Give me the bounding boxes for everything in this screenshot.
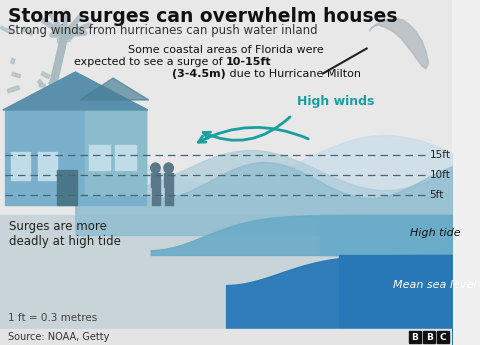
Bar (39, 84, 45, 87)
Bar (115, 145, 136, 170)
Bar (0, 0, 452, 235)
Bar (169, 187, 173, 205)
Bar (59, 88, 64, 91)
Polygon shape (369, 18, 429, 69)
Bar (164, 173, 173, 187)
Text: Surges are more
deadly at high tide: Surges are more deadly at high tide (10, 220, 121, 248)
Text: 10ft: 10ft (430, 170, 450, 180)
Bar (437, 331, 449, 343)
Bar (0, 26, 12, 34)
Text: (3-4.5m): (3-4.5m) (172, 69, 226, 79)
Bar (165, 187, 168, 205)
Text: 1 ft = 0.3 metres: 1 ft = 0.3 metres (8, 313, 97, 323)
Bar (151, 173, 160, 187)
Bar (37, 79, 43, 86)
Text: High tide: High tide (410, 228, 460, 238)
Text: Strong winds from hurricanes can push water inland: Strong winds from hurricanes can push wa… (8, 24, 317, 37)
Circle shape (151, 163, 160, 173)
Bar (52, 72, 57, 76)
Text: 15ft: 15ft (430, 150, 451, 160)
Bar (57, 37, 70, 43)
Bar (12, 152, 30, 180)
Polygon shape (3, 72, 148, 110)
Bar (156, 187, 160, 205)
Bar (423, 331, 435, 343)
Bar (5, 110, 146, 205)
Text: B: B (411, 333, 419, 342)
Bar (0, 215, 452, 345)
Bar (85, 110, 146, 195)
Bar (48, 80, 58, 88)
Text: C: C (440, 333, 446, 342)
Bar (38, 152, 57, 180)
Bar (11, 58, 15, 64)
Bar (23, 27, 33, 36)
Bar (0, 329, 452, 345)
Text: High winds: High winds (297, 95, 374, 108)
Text: due to Hurricane Milton: due to Hurricane Milton (226, 69, 361, 79)
Text: Storm surges can overwhelm houses: Storm surges can overwhelm houses (8, 7, 397, 26)
Bar (89, 145, 110, 170)
Text: 5ft: 5ft (430, 190, 444, 200)
Text: Source: NOAA, Getty: Source: NOAA, Getty (8, 332, 109, 342)
Circle shape (164, 163, 173, 173)
Bar (152, 187, 156, 205)
Bar (57, 170, 77, 205)
Bar (12, 72, 21, 78)
Bar (409, 331, 421, 343)
Text: B: B (426, 333, 432, 342)
Bar (41, 72, 50, 79)
Text: Some coastal areas of Florida were: Some coastal areas of Florida were (128, 45, 324, 55)
Polygon shape (80, 78, 149, 100)
Text: Mean sea level: Mean sea level (394, 280, 477, 290)
Bar (7, 86, 20, 93)
Text: 10-15ft: 10-15ft (226, 57, 272, 67)
Text: expected to see a surge of: expected to see a surge of (74, 57, 226, 67)
